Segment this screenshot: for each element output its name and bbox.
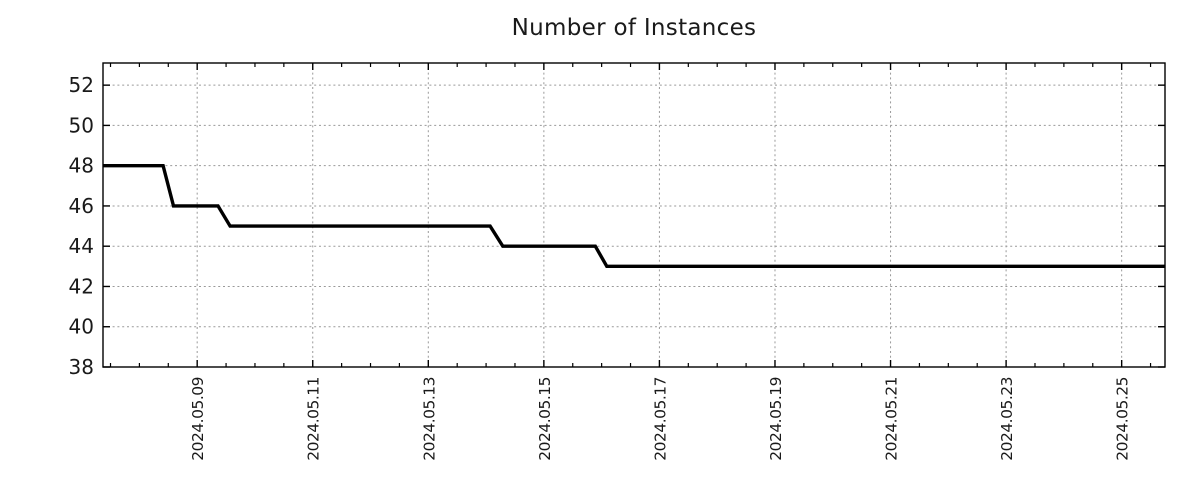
x-tick-label: 2024.05.21	[883, 377, 901, 461]
x-tick-label: 2024.05.23	[998, 377, 1016, 461]
chart-title: Number of Instances	[511, 15, 757, 41]
y-tick-label: 38	[69, 355, 94, 379]
x-tick-label: 2024.05.19	[767, 377, 785, 461]
plot-border	[102, 62, 1166, 368]
x-tick-label: 2024.05.13	[420, 377, 438, 461]
y-tick-label: 48	[69, 154, 94, 178]
y-tick-label: 40	[69, 315, 94, 339]
y-tick-label: 46	[69, 194, 94, 218]
data-line	[103, 163, 1165, 268]
y-tick-label: 50	[69, 113, 94, 137]
y-tick-label: 52	[69, 73, 94, 97]
x-tick-label: 2024.05.25	[1114, 377, 1132, 461]
x-tick-label: 2024.05.09	[189, 377, 207, 461]
x-tick-label: 2024.05.11	[305, 377, 323, 461]
x-tick-label: 2024.05.17	[651, 377, 669, 461]
y-tick-label: 42	[69, 274, 94, 298]
x-tick-label: 2024.05.15	[536, 377, 554, 461]
y-tick-label: 44	[69, 234, 94, 258]
